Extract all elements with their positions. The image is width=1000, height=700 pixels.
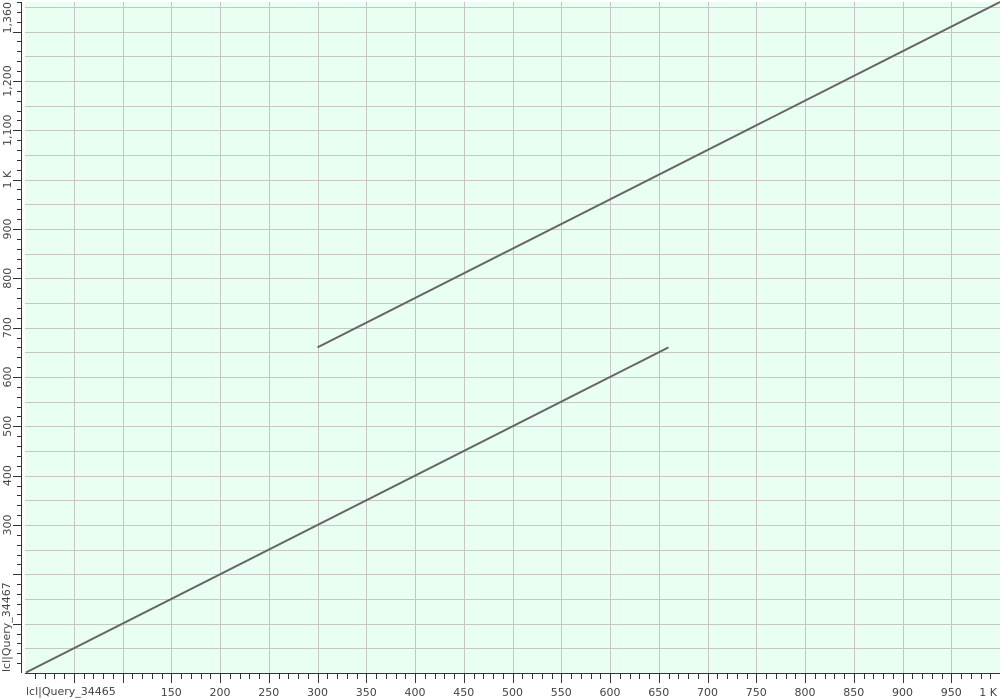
x-tick-label: 650 <box>648 686 669 699</box>
alignment-segment-1 <box>25 346 669 674</box>
x-tick-label: 450 <box>453 686 474 699</box>
x-tick-label: 150 <box>161 686 182 699</box>
x-tick-label: 350 <box>356 686 377 699</box>
x-tick-label: 250 <box>258 686 279 699</box>
plot-background <box>25 2 1000 673</box>
x-tick-label: 1 K <box>979 686 997 699</box>
x-tick-label: 850 <box>843 686 864 699</box>
x-axis-ticks: 150 200 250 300 350 400 450 500 550 600 650 700 750 8… <box>35 674 998 699</box>
x-tick-label: 500 <box>502 686 523 699</box>
x-tick-label: 200 <box>210 686 231 699</box>
x-tick-label: 550 <box>551 686 572 699</box>
y-tick-label: 500 <box>1 416 14 437</box>
y-tick-label: 300 <box>1 514 14 535</box>
x-tick-label: 400 <box>405 686 426 699</box>
y-tick-label: 700 <box>1 317 14 338</box>
x-tick-label: 750 <box>746 686 767 699</box>
x-tick-label: 800 <box>795 686 816 699</box>
grid-lines <box>25 2 1000 673</box>
x-axis-title: lcl|Query_34465 <box>26 685 116 698</box>
x-tick-label: 700 <box>697 686 718 699</box>
x-tick-label: 900 <box>892 686 913 699</box>
x-tick-label: 950 <box>941 686 962 699</box>
y-tick-label: 1,360 <box>1 2 14 34</box>
y-tick-label: 800 <box>1 268 14 289</box>
x-tick-label: 300 <box>307 686 328 699</box>
alignment-segment-2 <box>317 1 1000 349</box>
y-tick-label: 600 <box>1 366 14 387</box>
alignment-segments <box>25 1 1000 674</box>
y-axis-ticks: 300 400 500 600 700 800 900 1 K 1,100 1,200 1,360 <box>1 2 21 664</box>
y-axis-title: lcl|Query_34467 <box>0 582 13 672</box>
y-tick-label: 1,200 <box>1 65 14 97</box>
y-tick-label: 900 <box>1 218 14 239</box>
y-tick-label: 400 <box>1 465 14 486</box>
x-tick-label: 600 <box>600 686 621 699</box>
y-tick-label: 1,100 <box>1 115 14 147</box>
y-tick-label: 1 K <box>1 170 14 188</box>
